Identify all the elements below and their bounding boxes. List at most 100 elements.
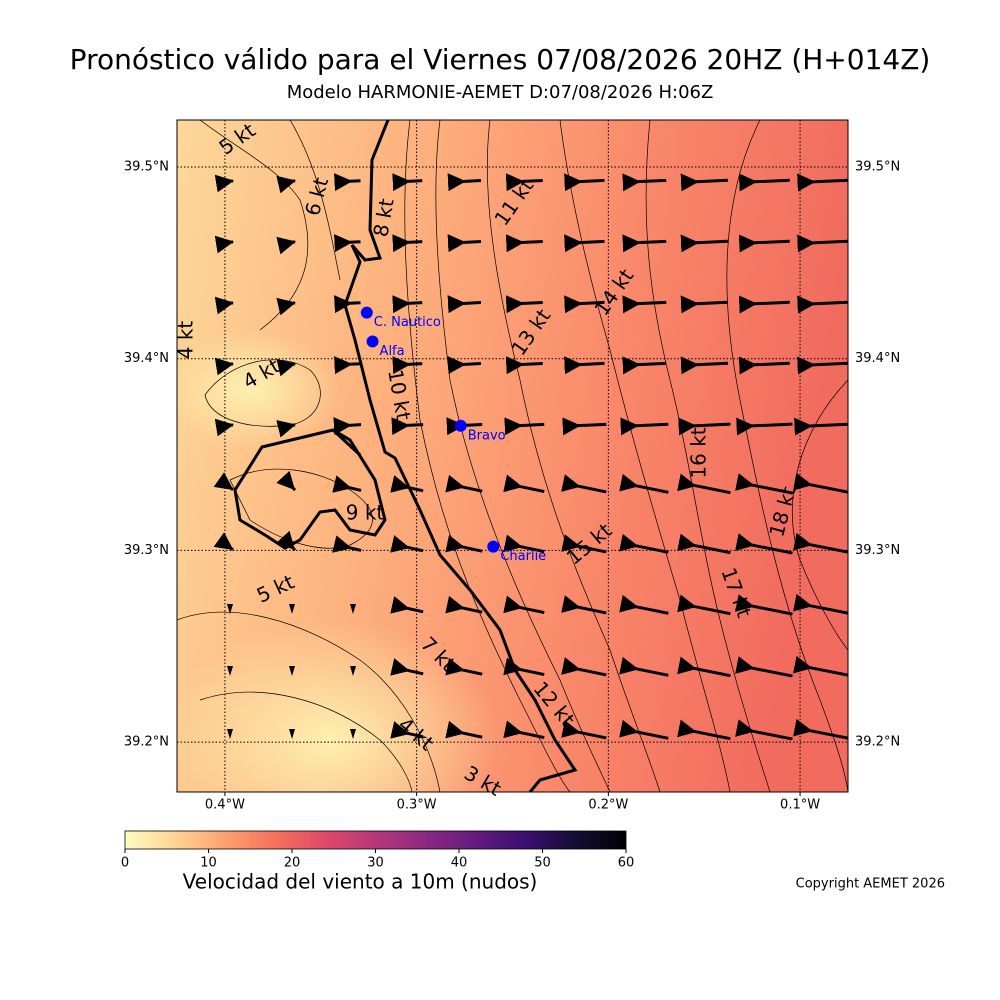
contour-label: 4 kt	[174, 321, 198, 360]
coastline	[343, 120, 578, 792]
lat-tick-label: 39.4°N	[124, 351, 169, 366]
wind-arrow	[561, 657, 607, 677]
wind-arrow	[445, 657, 483, 676]
wind-arrow	[503, 595, 545, 615]
wind-arrow	[561, 474, 607, 494]
copyright: Copyright AEMET 2026	[796, 877, 945, 892]
wind-arrow	[735, 473, 793, 495]
wind-arrow	[619, 594, 669, 615]
wind-arrow	[564, 234, 605, 253]
wind-arrow	[562, 417, 607, 436]
map-area	[177, 120, 848, 792]
wind-arrow	[350, 604, 356, 614]
contour-label: 9 kt	[346, 501, 385, 525]
wind-arrow	[445, 595, 483, 614]
wind-arrow	[564, 173, 605, 192]
wind-arrow	[390, 658, 424, 676]
wind-arrow	[735, 656, 793, 678]
wind-arrow	[447, 234, 482, 253]
lat-tick-label: 39.3°N	[855, 543, 900, 558]
wind-arrow	[334, 173, 361, 192]
wind-arrow	[564, 356, 605, 375]
wind-arrow	[619, 719, 669, 740]
wind-arrow	[227, 604, 233, 614]
wind-arrow	[392, 173, 423, 192]
station-marker	[366, 335, 379, 348]
wind-arrow	[794, 417, 848, 436]
wind-arrow	[738, 173, 790, 192]
wind-arrow	[390, 475, 424, 493]
wind-arrow	[503, 534, 545, 554]
wind-arrow	[276, 470, 297, 492]
wind-arrow	[619, 473, 669, 494]
colorbar-tick-label: 10	[200, 856, 217, 871]
wind-arrow	[392, 356, 423, 375]
wind-arrow	[622, 295, 667, 314]
wind-arrow	[289, 604, 295, 614]
lat-tick-label: 39.2°N	[124, 735, 169, 750]
wind-arrow	[504, 417, 545, 436]
wind-arrow	[678, 417, 731, 436]
wind-arrow	[503, 657, 545, 677]
lon-tick-label: 0.2°W	[588, 798, 628, 813]
wind-arrow	[334, 234, 361, 253]
lat-tick-label: 39.5°N	[124, 159, 169, 174]
lat-tick-label: 39.4°N	[855, 351, 900, 366]
wind-arrow	[227, 666, 233, 676]
wind-arrow	[677, 473, 731, 495]
wind-arrow	[680, 173, 729, 192]
wind-arrow	[447, 173, 482, 192]
station-label: Charlie	[500, 549, 546, 564]
subtitle: Modelo HARMONIE-AEMET D:07/08/2026 H:06Z	[287, 82, 714, 103]
colorbar-tick-label: 30	[367, 856, 384, 871]
wind-arrow	[391, 417, 424, 436]
wind-arrow	[503, 720, 545, 740]
colorbar-label: Velocidad del viento a 10m (nudos)	[183, 870, 538, 894]
wind-arrow	[390, 596, 424, 614]
station-label: Alfa	[380, 344, 405, 359]
wind-arrow	[622, 173, 667, 192]
wind-arrow	[334, 356, 361, 375]
wind-arrows	[213, 173, 848, 741]
colorbar-tick-label: 40	[451, 856, 468, 871]
lat-tick-label: 39.3°N	[124, 543, 169, 558]
colorbar-tick-label: 60	[618, 856, 635, 871]
wind-arrow	[620, 417, 669, 436]
wind-arrow	[276, 530, 297, 552]
wind-arrow	[797, 173, 848, 192]
wind-arrow	[619, 533, 669, 554]
wind-arrow	[735, 719, 793, 741]
wind-arrow	[561, 595, 607, 615]
wind-arrow	[680, 356, 729, 375]
station-marker	[360, 306, 373, 319]
wind-arrow	[793, 655, 848, 677]
lat-tick-label: 39.2°N	[855, 735, 900, 750]
wind-arrow	[505, 234, 543, 253]
wind-arrow	[505, 356, 543, 375]
wind-arrow	[350, 729, 356, 739]
station-marker	[454, 419, 467, 432]
wind-arrow	[735, 533, 793, 555]
wind-arrow	[797, 234, 848, 253]
wind-arrow	[390, 535, 424, 553]
wind-arrow	[503, 474, 545, 494]
wind-arrow	[677, 533, 731, 555]
wind-arrow	[677, 719, 731, 741]
wind-arrow	[227, 729, 233, 739]
wind-arrow	[619, 656, 669, 677]
map-frame	[176, 119, 849, 793]
wind-arrow	[447, 295, 482, 314]
wind-arrow	[797, 295, 848, 314]
wind-arrow	[332, 475, 362, 493]
wind-arrow	[390, 721, 424, 739]
low-wind-area	[177, 620, 500, 792]
wind-arrow	[793, 593, 848, 615]
wind-arrow	[680, 295, 729, 314]
wind-arrow	[738, 295, 790, 314]
title: Pronóstico válido para el Viernes 07/08/…	[70, 43, 931, 76]
wind-arrow	[561, 720, 607, 740]
colorbar-tick-label: 20	[284, 856, 301, 871]
wind-arrow	[793, 472, 848, 494]
wind-arrow	[622, 356, 667, 375]
